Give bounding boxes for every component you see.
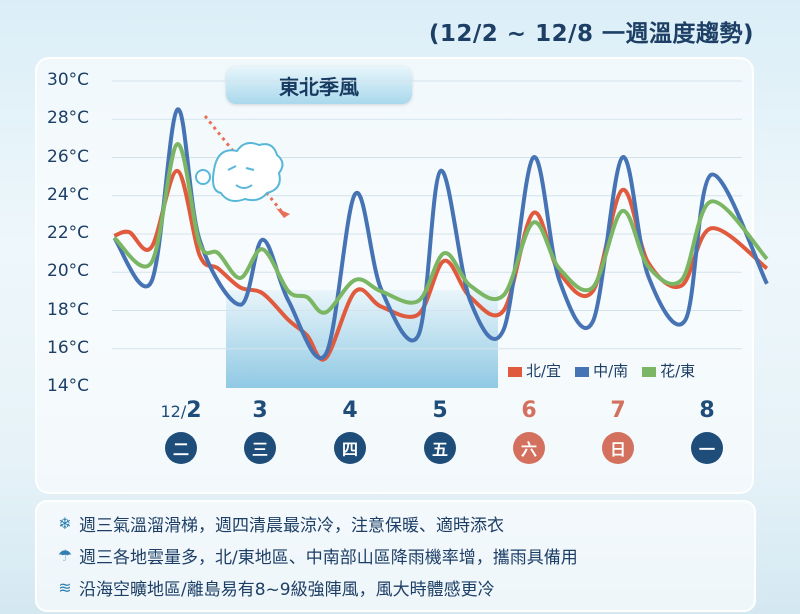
day-label: 5 bbox=[410, 398, 470, 423]
y-tick-label: 20°C bbox=[47, 261, 90, 282]
wind-mascot-icon bbox=[195, 115, 290, 218]
y-tick-label: 30°C bbox=[47, 70, 90, 90]
note-text: 週三各地雲量多，北/東地區、中南部山區降雨機率增，攜雨具備用 bbox=[79, 548, 578, 568]
month-prefix: 12/ bbox=[160, 402, 187, 421]
y-tick-label: 18°C bbox=[47, 299, 90, 320]
notes-panel bbox=[35, 500, 756, 612]
weekday-badge: 三 bbox=[244, 432, 276, 464]
day-number: 6 bbox=[521, 398, 537, 423]
legend-item: 花/東 bbox=[642, 360, 695, 381]
y-tick-label: 16°C bbox=[47, 337, 90, 358]
legend-swatch bbox=[642, 366, 657, 377]
legend-swatch bbox=[575, 366, 590, 377]
monsoon-badge: 東北季風 bbox=[226, 66, 412, 104]
y-tick-label: 22°C bbox=[47, 223, 90, 243]
series-line-1 bbox=[112, 107, 769, 360]
y-tick-label: 26°C bbox=[47, 146, 90, 167]
series-line-0 bbox=[113, 168, 769, 362]
umbrella-icon: ☂ bbox=[57, 546, 73, 565]
legend-label: 花/東 bbox=[660, 362, 696, 380]
legend-item: 中/南 bbox=[575, 360, 628, 381]
day-number: 3 bbox=[252, 398, 268, 423]
weekday-badge: 四 bbox=[334, 432, 366, 464]
day-number: 4 bbox=[342, 398, 358, 423]
weekday-badge: 一 bbox=[691, 432, 723, 464]
legend-item: 北/宜 bbox=[508, 360, 561, 381]
y-tick-label: 28°C bbox=[47, 108, 90, 129]
snowflake-icon: ❄ bbox=[58, 514, 72, 533]
day-number: 5 bbox=[432, 398, 448, 423]
day-label: 12/2 bbox=[151, 398, 211, 423]
day-label: 7 bbox=[588, 398, 648, 423]
weekday-badge: 六 bbox=[513, 432, 545, 464]
weekday-badge: 日 bbox=[602, 432, 634, 464]
chart-legend: 北/宜 中/南 花/東 bbox=[508, 360, 695, 381]
weekday-badge: 二 bbox=[165, 432, 197, 464]
legend-swatch bbox=[508, 366, 522, 377]
day-number: 8 bbox=[699, 398, 715, 423]
note-item: ❄ 週三氣溫溜滑梯，週四清晨最涼冷，注意保暖、適時添衣 bbox=[55, 511, 504, 536]
page-title: (12/2 ~ 12/8 一週溫度趨勢) bbox=[428, 21, 754, 47]
day-number: 2 bbox=[186, 398, 202, 423]
legend-label: 中/南 bbox=[593, 362, 629, 380]
y-tick-label: 14°C bbox=[47, 376, 90, 396]
day-label: 3 bbox=[230, 398, 290, 423]
wind-icon: ≋ bbox=[58, 578, 72, 597]
legend-label: 北/宜 bbox=[526, 362, 562, 380]
cold-period-shade bbox=[226, 290, 498, 388]
note-text: 沿海空曠地區/離島易有8~9級強陣風，風大時體感更冷 bbox=[79, 580, 495, 600]
y-tick-label: 24°C bbox=[47, 184, 90, 205]
note-item: ≋ 沿海空曠地區/離島易有8~9級強陣風，風大時體感更冷 bbox=[55, 575, 495, 600]
note-item: ☂ 週三各地雲量多，北/東地區、中南部山區降雨機率增，攜雨具備用 bbox=[55, 543, 578, 568]
day-label: 6 bbox=[499, 398, 559, 423]
day-label: 4 bbox=[320, 398, 380, 423]
day-label: 8 bbox=[677, 398, 737, 423]
day-number: 7 bbox=[610, 398, 626, 423]
series-line-2 bbox=[112, 142, 769, 315]
weekday-badge: 五 bbox=[424, 432, 456, 464]
note-text: 週三氣溫溜滑梯，週四清晨最涼冷，注意保暖、適時添衣 bbox=[79, 516, 504, 536]
